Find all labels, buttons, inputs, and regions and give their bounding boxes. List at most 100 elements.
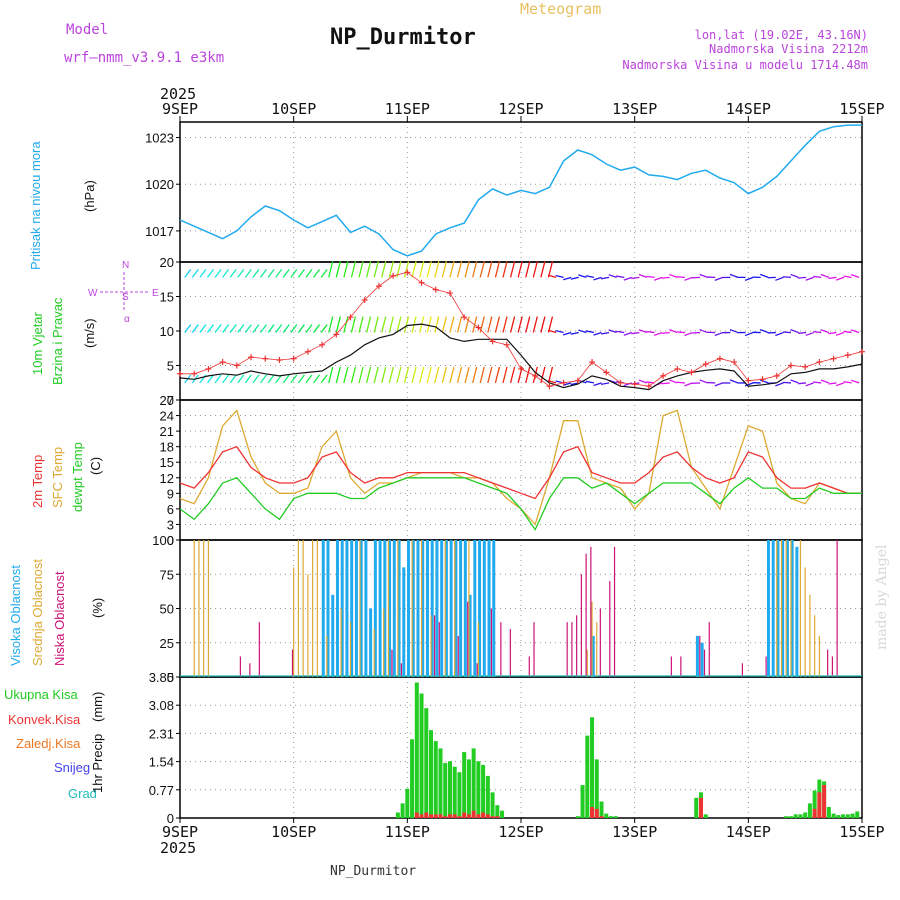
- wind-barb: [267, 324, 275, 333]
- precip-bar-total: [424, 708, 429, 818]
- wind-barb: [547, 274, 557, 278]
- ytick-label: 2.31: [149, 726, 174, 741]
- precip-bar-total: [613, 816, 618, 818]
- precip-bar-total: [604, 813, 609, 818]
- day-label-top: 10SEP: [271, 100, 316, 118]
- precip-bar-total: [476, 761, 481, 818]
- precip-bar-convective: [495, 816, 500, 818]
- wind-barb: [525, 316, 531, 333]
- wind-barb: [419, 261, 425, 278]
- wind-barb: [600, 331, 610, 335]
- ytick-label: 9: [167, 486, 174, 501]
- ytick-label: 12: [160, 471, 174, 486]
- cloud-bar-high: [407, 540, 411, 677]
- cloud-bar-high: [785, 540, 789, 677]
- wind-mean-line: [179, 323, 863, 391]
- wind-barb: [813, 330, 822, 334]
- ytick-label: 75: [160, 567, 174, 582]
- legend-convective-rain: Konvek.Kisa: [8, 712, 81, 727]
- precip-bar-total: [855, 811, 860, 818]
- wind-barb: [835, 331, 845, 336]
- wind-barb: [222, 324, 230, 333]
- precip-bar-convective: [443, 816, 448, 818]
- cloud-bar-high: [482, 540, 486, 677]
- wind-barb: [585, 380, 595, 384]
- precip-bar-convective: [594, 808, 599, 818]
- dewpoint-line: [179, 476, 862, 531]
- precip-ylabel: 1hr Precip: [90, 734, 105, 793]
- wind-barb: [259, 374, 268, 384]
- cloud-bar-high: [425, 540, 429, 677]
- compass-letter: α: [124, 314, 130, 325]
- wind-barb: [411, 261, 417, 278]
- cloud-bar-high: [766, 540, 770, 677]
- cloud-bar-high: [459, 540, 463, 677]
- wind-barb: [578, 274, 587, 278]
- wind-barb: [820, 273, 830, 278]
- day-label-top: 9SEP: [162, 100, 198, 118]
- cloud-bar-high: [388, 540, 392, 677]
- day-label-bottom: 10SEP: [271, 823, 316, 841]
- wind-barb: [267, 268, 275, 278]
- precip-bar-total: [395, 812, 400, 818]
- wind-barb: [229, 374, 237, 384]
- wind-barb: [646, 275, 655, 278]
- wind-barb: [487, 316, 493, 333]
- wind-barb: [608, 329, 617, 334]
- precip-bar-total: [599, 801, 604, 818]
- ytick-label: 5: [167, 359, 174, 374]
- wind-barb: [600, 382, 610, 386]
- model-name: wrf–nmm_v3.9.1 e3km: [64, 50, 224, 66]
- cloud-bar-high: [781, 540, 785, 677]
- day-label-bottom: 15SEP: [839, 823, 884, 841]
- wind-barb: [509, 261, 516, 278]
- day-label-bottom: 14SEP: [726, 823, 771, 841]
- wind-barb: [456, 366, 463, 384]
- temp-ylabel-2m: 2m Temp: [30, 455, 45, 508]
- wind-ylabel-sub: Brzina i Pravac: [50, 297, 65, 385]
- wind-barb: [570, 331, 579, 335]
- precip-bar-total: [812, 790, 817, 818]
- wind-barb: [358, 366, 364, 384]
- wind-barb: [275, 324, 283, 333]
- cloud-bar-high: [392, 540, 396, 677]
- wind-barb: [616, 330, 625, 334]
- wind-barb: [191, 324, 199, 333]
- legend-snow: Snijeg: [54, 760, 90, 775]
- wind-barb: [653, 276, 663, 281]
- precip-bar-total: [490, 792, 495, 818]
- wind-barb: [805, 331, 814, 337]
- cloud-bar-high: [449, 540, 453, 677]
- wind-barb: [328, 366, 334, 384]
- wind-barb: [593, 276, 602, 281]
- cloud-bar-high: [416, 540, 420, 677]
- precip-bar-total: [438, 748, 443, 818]
- pressure-unit: (hPa): [82, 180, 97, 212]
- wind-barb: [585, 330, 595, 334]
- wind-barb: [237, 268, 245, 278]
- wind-barb: [593, 331, 602, 336]
- wind-barb: [843, 330, 852, 334]
- precip-bar-convective: [812, 808, 817, 818]
- wind-barb: [676, 381, 685, 384]
- wind-barb: [472, 261, 478, 278]
- precip-bar-convective: [466, 814, 471, 818]
- wind-barb: [343, 316, 349, 333]
- cloud-ylabel-low: Niska Oblacnost: [52, 571, 67, 666]
- wind-barb: [828, 382, 837, 385]
- wind-barb: [563, 382, 572, 386]
- wind-barb: [206, 268, 214, 278]
- wind-barb: [237, 374, 245, 384]
- precip-bar-total: [495, 805, 500, 818]
- pressure-ylabel: Pritisak na nivou mora: [28, 141, 43, 270]
- wind-unit: (m/s): [82, 318, 97, 348]
- wind-barb: [343, 366, 349, 384]
- wind-barb: [547, 261, 554, 278]
- wind-barb: [297, 374, 305, 384]
- wind-barb: [396, 366, 402, 384]
- wind-barb: [365, 261, 372, 278]
- precip-bar-convective: [419, 814, 424, 818]
- cloud-bar-high: [354, 540, 358, 677]
- meteogram-label: Meteogram: [520, 0, 601, 18]
